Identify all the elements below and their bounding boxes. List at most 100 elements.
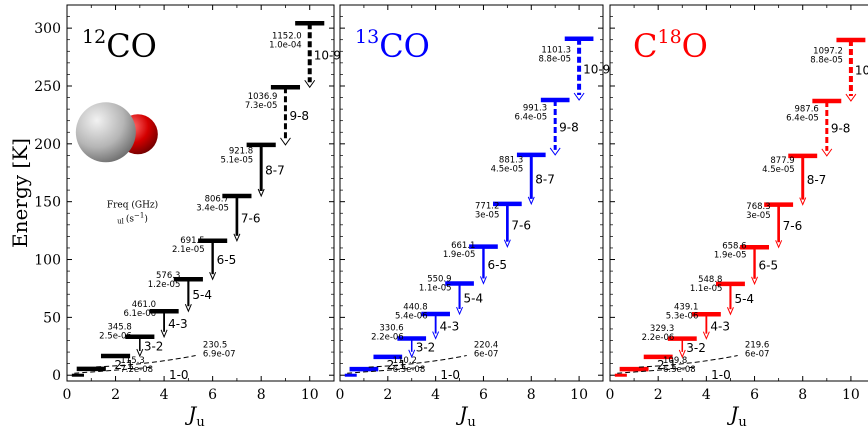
species-title: 13CO	[355, 26, 430, 65]
transition-einstein-a: 6.3e-08	[663, 365, 696, 375]
x-axis-label-sub: u	[196, 415, 204, 430]
transition-frequency: 768.3	[746, 202, 770, 212]
transition-frequency: 330.6	[379, 324, 403, 334]
x-tick-label: 10	[570, 387, 588, 403]
transition-label: 1-0	[711, 368, 731, 382]
transition-einstein-a: 5.3e-06	[666, 311, 699, 321]
transition-arrowhead	[573, 92, 585, 101]
transition-frequency: 220.4	[474, 340, 498, 350]
x-tick-label: 8	[257, 387, 266, 403]
x-tick-label: 2	[383, 387, 392, 403]
transition-einstein-a: 2.5e-06	[99, 331, 132, 341]
species-isotope-superscript: 12	[82, 26, 106, 48]
transition-label: 8-7	[265, 163, 285, 177]
transition-label: 4-3	[710, 319, 730, 333]
x-axis-label: Ju	[726, 402, 746, 430]
species-name: C	[633, 27, 657, 65]
transition-arrowhead	[280, 137, 291, 146]
legend-einstein-a-label: ul (s−1)	[117, 211, 148, 225]
transition-einstein-a: 6e-07	[745, 349, 770, 359]
transition-einstein-a: 6e-07	[474, 349, 499, 359]
x-axis-label-main: J	[184, 402, 197, 426]
plot-frame	[339, 4, 604, 382]
transition-arrow	[347, 366, 424, 374]
transition-label: 9-8	[831, 121, 851, 135]
x-axis-label: Ju	[455, 402, 475, 430]
transition-einstein-a: 6.9e-07	[203, 349, 236, 359]
transition-einstein-a: 6.1e-06	[123, 309, 156, 319]
species-name: CO	[379, 27, 430, 65]
legend-aul-unit-close: )	[144, 213, 148, 224]
transition-einstein-a: 3e-05	[475, 210, 500, 220]
transition-label: 5-4	[464, 292, 484, 306]
x-tick-label: 6	[750, 387, 759, 403]
transition-label: 7-6	[511, 218, 531, 232]
transition-arrowhead	[702, 331, 710, 340]
legend-frequency-label: Freq (GHz)	[107, 199, 158, 210]
y-tick-label: 100	[34, 253, 61, 269]
transition-frequency: 115.3	[120, 356, 144, 366]
y-tick-label: 150	[34, 195, 61, 211]
x-axis-label-main: J	[726, 402, 739, 426]
species-isotope-superscript: 13	[355, 26, 379, 48]
x-axis-label-sub: u	[467, 415, 475, 430]
transition-label: 4-3	[168, 317, 188, 331]
transition-einstein-a: 4.5e-05	[491, 164, 524, 174]
x-tick-label: 6	[208, 387, 217, 403]
transition-arrowhead	[456, 306, 464, 316]
transition-einstein-a: 2.1e-05	[172, 245, 205, 255]
transition-frequency: 550.9	[427, 275, 451, 285]
transition-label: 8-7	[535, 172, 555, 186]
transition-einstein-a: 1.0e-04	[269, 40, 302, 50]
transition-arrowhead	[408, 349, 416, 359]
transition-arrowhead	[432, 331, 440, 340]
x-axis-label: Ju	[184, 402, 204, 430]
species-title: 12CO	[82, 26, 157, 65]
transition-arrowhead	[233, 233, 241, 243]
y-tick-label: 200	[34, 137, 61, 153]
panel-2: 0 2 4 6 8 10 Ju C18O 109.86.3e-08 1-0 219.66e-07 2-…	[606, 4, 868, 430]
transition-arrowhead	[845, 93, 857, 102]
transition-einstein-a: 6.4e-05	[786, 113, 819, 123]
x-tick-label: 0	[606, 387, 615, 403]
y-axis-label: Energy [K]	[8, 138, 32, 248]
transition-label: 9-8	[559, 120, 579, 134]
transition-frequency: 219.6	[745, 340, 769, 350]
transition-label: 3-2	[144, 339, 164, 353]
panel-1: 0 2 4 6 8 10 Ju 13CO 110.26.3e-08 1-0 220.46e-07 2-…	[336, 4, 610, 430]
transition-frequency: 576.3	[156, 271, 180, 281]
y-tick-label: 0	[52, 368, 61, 384]
transition-frequency: 991.3	[523, 103, 547, 113]
transition-frequency: 109.8	[663, 356, 687, 366]
transition-label: 4-3	[440, 319, 460, 333]
transition-frequency: 771.2	[475, 201, 499, 211]
transition-frequency: 329.3	[650, 324, 674, 334]
transition-frequency: 1097.2	[813, 47, 843, 57]
transition-frequency: 548.8	[698, 275, 722, 285]
transition-frequency: 921.8	[229, 146, 253, 156]
transition-label: 1-0	[440, 368, 460, 382]
transition-arrowhead	[821, 148, 833, 157]
x-tick-label: 4	[160, 387, 169, 403]
transition-frequency: 1152.0	[272, 31, 302, 41]
transition-label: 9-8	[289, 109, 309, 123]
x-tick-label: 6	[479, 387, 488, 403]
transition-label: 6-5	[487, 258, 507, 272]
transition-frequency: 110.2	[393, 356, 417, 366]
x-tick-label: 4	[431, 387, 440, 403]
species-name: CO	[106, 27, 157, 65]
transition-frequency: 661.1	[451, 241, 475, 251]
transition-einstein-a: 1.1e-05	[690, 284, 723, 294]
transition-label: 10-9	[855, 64, 868, 78]
transition-arrowhead	[184, 304, 192, 313]
transition-einstein-a: 7.3e-05	[245, 101, 278, 111]
transition-frequency: 461.0	[132, 300, 156, 310]
transition-label: 6-5	[217, 253, 237, 267]
transition-arrowhead	[160, 329, 168, 339]
x-axis-label-main: J	[455, 402, 468, 426]
transition-arrowhead	[257, 188, 265, 198]
transition-frequency: 1036.9	[248, 92, 278, 102]
transition-label: 2-1	[657, 358, 677, 372]
